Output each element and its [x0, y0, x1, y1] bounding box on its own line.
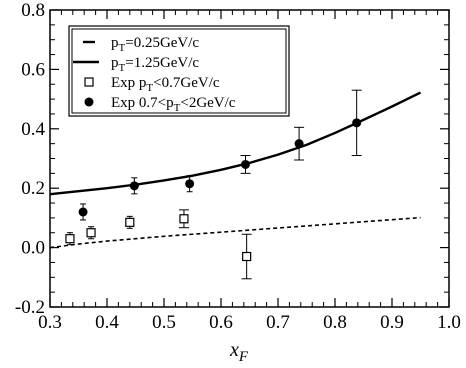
data-point-exp_low [242, 251, 252, 262]
x-tick-label: 0.3 [38, 312, 62, 333]
legend-label: pT=1.25GeV/c [111, 55, 199, 74]
legend-swatch-filled-circle [84, 97, 94, 107]
y-tick-label: 0.2 [21, 178, 45, 199]
y-tick-label: 0.8 [21, 0, 45, 21]
legend-label-main: Exp 0.7<p [111, 95, 174, 111]
x-tick-label: 0.9 [380, 312, 404, 333]
legend-label-rest: =0.25GeV/c [125, 35, 199, 51]
x-axis-title: xF [229, 339, 249, 365]
legend-label-rest: <0.7GeV/c [153, 75, 220, 91]
legend-label-sub: T [119, 42, 126, 54]
legend-label: pT=0.25GeV/c [111, 35, 199, 54]
legend-label-rest: <2GeV/c [180, 95, 235, 111]
x-tick-label: 0.4 [95, 312, 119, 333]
legend-inner-box [71, 28, 287, 114]
x-axis-title-sub: F [238, 349, 249, 365]
data-point-exp_high [78, 207, 88, 217]
data-point-exp_high [294, 139, 304, 149]
legend-label-main: p [111, 55, 119, 71]
y-tick-label: -0.2 [15, 297, 45, 318]
data-point-exp_low [65, 234, 75, 244]
data-point-exp_low [179, 214, 189, 224]
y-tick-label: 0.6 [21, 59, 45, 80]
legend-label-rest: =1.25GeV/c [125, 55, 199, 71]
ticks-layer [49, 9, 450, 308]
data-point-exp_high [352, 118, 362, 128]
points-layer [65, 89, 362, 280]
x-tick-label: 0.5 [152, 312, 176, 333]
legend-label: Exp pT<0.7GeV/c [111, 75, 220, 94]
legend-label-main: p [111, 35, 119, 51]
tick-labels-layer: 0.3 0.4 0.5 0.6 0.7 0.8 0.9 1.0 -0.2 0.0 0.2 0.4 0.6… [15, 0, 461, 333]
legend-label-sub: T [119, 62, 126, 74]
x-tick-label: 0.6 [209, 312, 233, 333]
legend-box [68, 25, 290, 117]
legend-label-main: Exp p [111, 75, 146, 91]
x-tick-label: 1.0 [437, 312, 461, 333]
x-tick-label: 0.8 [323, 312, 347, 333]
data-point-exp_low [125, 217, 135, 227]
data-point-exp_high [129, 181, 139, 191]
legend-swatch-open-square [84, 77, 94, 87]
data-point-exp_low [86, 228, 96, 238]
legend-label-sub: T [174, 102, 181, 114]
x-tick-label: 0.7 [266, 312, 290, 333]
y-tick-label: 0.4 [21, 119, 45, 140]
data-point-exp_high [241, 159, 251, 169]
series-line-theory_low [49, 216, 421, 249]
legend-label: Exp 0.7<pT<2GeV/c [111, 95, 236, 114]
y-tick-label: 0.0 [21, 238, 45, 259]
data-point-exp_high [185, 179, 195, 189]
x-axis-title-main: x [229, 339, 239, 361]
legend-label-sub: T [146, 82, 153, 94]
